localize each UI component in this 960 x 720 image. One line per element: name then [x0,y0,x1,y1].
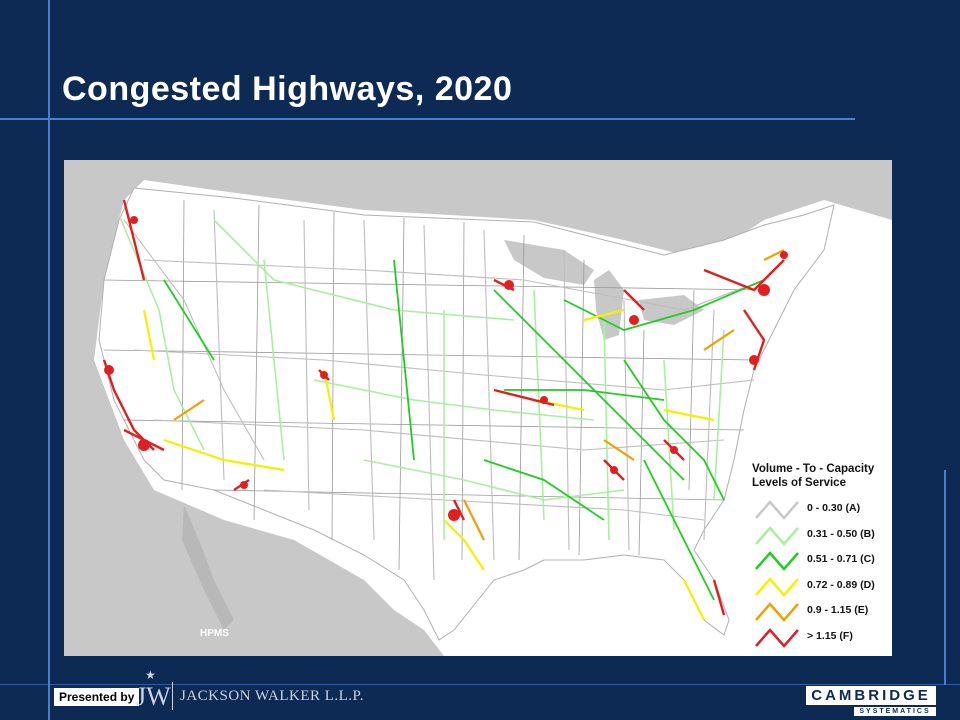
legend-label: > 1.15 (F) [807,629,853,642]
bottom-accent-line [0,684,960,685]
legend-swatch [755,525,799,546]
slide-title: Congested Highways, 2020 [62,70,513,108]
jw-initials: JW [136,682,171,711]
legend-swatch [755,500,799,520]
legend-items: 0 - 0.30 (A) 0.31 - 0.50 (B) 0.51 - 0.71… [752,498,887,651]
legend-label: 0 - 0.30 (A) [807,502,861,514]
cs-name: CAMBRIDGE [806,686,936,705]
title-underline [0,118,855,120]
legend-item: 0.31 - 0.50 (B) [752,524,887,550]
legend-item: 0.9 - 1.15 (E) [752,600,887,626]
legend-label: 0.9 - 1.15 (E) [807,604,869,616]
legend-label: 0.72 - 0.89 (D) [807,578,875,591]
legend-item: 0 - 0.30 (A) [752,498,887,524]
star-icon: ★ [145,668,156,682]
cambridge-systematics-logo: CAMBRIDGE SYSTEMATICS [806,686,936,716]
presented-by-label: Presented by [54,688,140,706]
source-note: HPMS [200,628,229,639]
map-legend: Volume - To - Capacity Levels of Service… [752,462,887,651]
legend-item: 0.72 - 0.89 (D) [752,575,887,601]
legend-title: Volume - To - Capacity Levels of Service [752,462,887,490]
legend-swatch [755,602,799,622]
legend-swatch [755,627,799,648]
congestion-map: HPMS Volume - To - Capacity Levels of Se… [64,160,892,656]
legend-swatch [755,551,799,571]
legend-item: > 1.15 (F) [752,626,887,652]
cs-sub: SYSTEMATICS [854,707,936,716]
logo-divider [172,682,173,710]
us-map-graphic [64,160,892,656]
legend-item: 0.51 - 0.71 (C) [752,549,887,575]
left-accent-line [48,0,50,720]
legend-label: 0.51 - 0.71 (C) [807,553,875,565]
legend-swatch [755,576,799,597]
legend-label: 0.31 - 0.50 (B) [807,527,875,540]
jw-firm-name: JACKSON WALKER L.L.P. [180,688,364,704]
legend-title-line1: Volume - To - Capacity [752,463,875,475]
right-accent-line [944,470,946,685]
legend-title-line2: Levels of Service [752,477,846,489]
